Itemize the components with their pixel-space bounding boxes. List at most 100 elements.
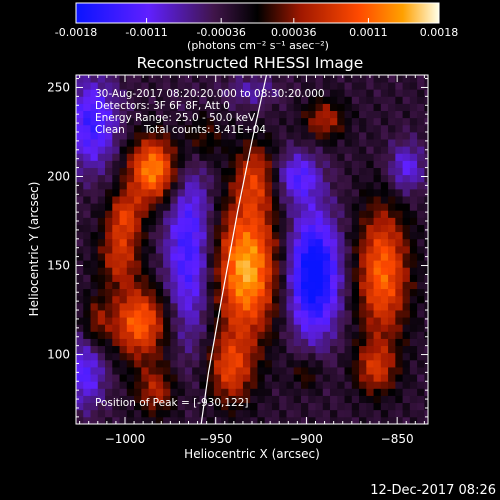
heatmap-cell — [424, 160, 428, 168]
heatmap-cell — [417, 89, 425, 97]
heatmap-cell — [119, 331, 128, 339]
heatmap-cell — [264, 288, 273, 297]
heatmap-cell — [337, 124, 345, 133]
colorbar-tick-label: 0.0018 — [420, 26, 459, 39]
heatmap-cell — [228, 416, 237, 424]
heatmap-cell — [155, 139, 164, 147]
heatmap-cell — [83, 274, 91, 282]
heatmap-cell — [366, 345, 374, 354]
heatmap-cell — [228, 317, 237, 325]
heatmap-cell — [126, 131, 135, 140]
heatmap-cell — [344, 388, 353, 396]
heatmap-cell — [177, 110, 186, 119]
heatmap-cell — [380, 238, 389, 247]
heatmap-cell — [337, 416, 345, 424]
heatmap-cell — [90, 338, 99, 347]
heatmap-cell — [170, 196, 179, 204]
heatmap-cell — [308, 267, 316, 275]
heatmap-cell — [250, 160, 258, 168]
heatmap-cell — [402, 402, 411, 411]
heatmap-cell — [315, 160, 324, 168]
heatmap-cell — [264, 96, 273, 104]
heatmap-cell — [286, 146, 295, 154]
heatmap-cell — [271, 324, 280, 332]
heatmap-cell — [344, 367, 353, 375]
heatmap-cell — [242, 388, 251, 396]
heatmap-cell — [213, 331, 222, 339]
heatmap-cell — [395, 302, 403, 311]
heatmap-cell — [366, 338, 374, 347]
heatmap-cell — [402, 167, 411, 176]
heatmap-cell — [105, 131, 113, 140]
heatmap-cell — [105, 117, 113, 126]
heatmap-cell — [213, 288, 222, 297]
heatmap-cell — [402, 253, 411, 261]
heatmap-cell — [366, 302, 374, 311]
heatmap-cell — [134, 103, 142, 112]
heatmap-cell — [366, 139, 374, 147]
heatmap-cell — [192, 395, 200, 404]
heatmap-cell — [192, 253, 200, 261]
heatmap-cell — [330, 395, 338, 404]
heatmap-cell — [126, 146, 135, 154]
heatmap-cell — [192, 96, 200, 104]
heatmap-cell — [192, 110, 200, 119]
heatmap-cell — [90, 324, 99, 332]
heatmap-cell — [402, 110, 411, 119]
heatmap-cell — [373, 374, 382, 382]
heatmap-cell — [402, 359, 411, 368]
heatmap-cell — [90, 110, 99, 119]
heatmap-cell — [250, 317, 258, 325]
heatmap-cell — [373, 367, 382, 375]
heatmap-cell — [242, 267, 251, 275]
heatmap-cell — [315, 367, 324, 375]
heatmap-cell — [119, 217, 128, 225]
heatmap-cell — [279, 331, 287, 339]
heatmap-cell — [105, 196, 113, 204]
heatmap-cell — [228, 75, 237, 83]
heatmap-cell — [380, 267, 389, 275]
heatmap-cell — [83, 103, 91, 112]
heatmap-cell — [105, 274, 113, 282]
heatmap-cell — [177, 103, 186, 112]
heatmap-cell — [221, 238, 229, 247]
heatmap-cell — [424, 374, 428, 382]
heatmap-cell — [279, 295, 287, 304]
heatmap-cell — [322, 196, 331, 204]
heatmap-cell — [83, 153, 91, 161]
heatmap-cell — [76, 331, 84, 339]
heatmap-cell — [242, 324, 251, 332]
heatmap-cell — [97, 75, 106, 83]
heatmap-cell — [213, 359, 222, 368]
heatmap-cell — [417, 367, 425, 375]
heatmap-cell — [315, 181, 324, 190]
heatmap-cell — [192, 388, 200, 396]
heatmap-cell — [359, 153, 367, 161]
heatmap-cell — [192, 188, 200, 197]
heatmap-cell — [344, 146, 353, 154]
heatmap-cell — [97, 381, 106, 389]
heatmap-cell — [337, 174, 345, 183]
heatmap-cell — [177, 188, 186, 197]
heatmap-cell — [184, 359, 193, 368]
heatmap-cell — [417, 224, 425, 233]
heatmap-cell — [213, 181, 222, 190]
heatmap-cell — [395, 260, 403, 268]
heatmap-cell — [373, 82, 382, 90]
heatmap-cell — [279, 381, 287, 389]
heatmap-cell — [380, 210, 389, 218]
heatmap-cell — [257, 260, 266, 268]
heatmap-cell — [192, 146, 200, 154]
heatmap-cell — [177, 224, 186, 233]
heatmap-cell — [192, 338, 200, 347]
heatmap-cell — [271, 82, 280, 90]
heatmap-cell — [119, 181, 128, 190]
heatmap-cell — [206, 96, 215, 104]
heatmap-cell — [97, 160, 106, 168]
heatmap-cell — [322, 160, 331, 168]
heatmap-cell — [76, 139, 84, 147]
heatmap-cell — [351, 416, 360, 424]
heatmap-cell — [163, 146, 171, 154]
heatmap-cell — [192, 374, 200, 382]
heatmap-cell — [395, 231, 403, 240]
